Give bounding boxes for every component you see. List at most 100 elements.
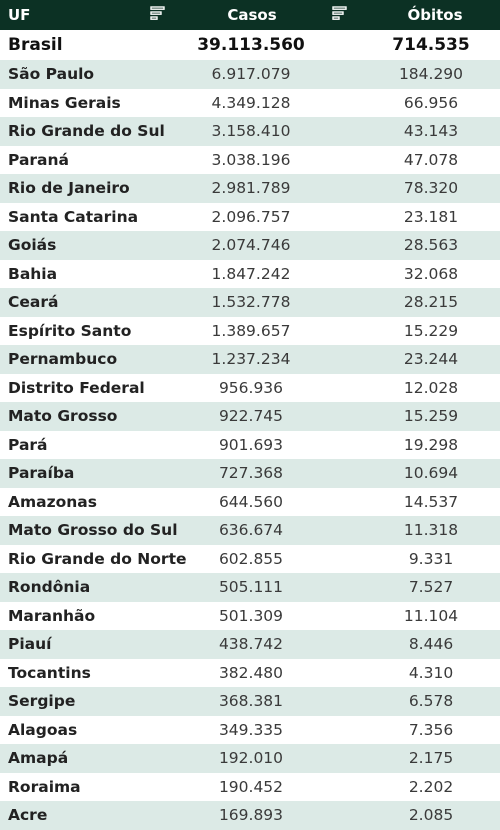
row-uf: São Paulo <box>8 65 95 83</box>
row-obitos: 78.320 <box>403 179 459 197</box>
row-casos: 438.742 <box>218 635 284 653</box>
row-casos: 3.158.410 <box>211 122 291 140</box>
row-casos: 190.452 <box>218 777 284 796</box>
row-obitos: 184.290 <box>398 65 464 83</box>
table-row: Pará 901.693 19.298 <box>0 430 500 459</box>
row-casos: 3.038.196 <box>211 150 291 169</box>
row-obitos: 4.310 <box>408 663 454 682</box>
row-obitos: 66.956 <box>403 93 459 112</box>
row-obitos: 2.202 <box>408 777 454 796</box>
sort-filter-icon[interactable] <box>150 6 168 24</box>
table-row: Amazonas 644.560 14.537 <box>0 487 500 516</box>
row-uf: Rondônia <box>8 578 91 596</box>
column-header-obitos[interactable]: Óbitos <box>407 6 463 24</box>
table-row: Paraná 3.038.196 47.078 <box>0 145 500 174</box>
row-obitos: 8.446 <box>408 635 454 653</box>
row-uf: Pernambuco <box>8 350 118 368</box>
table-body: Brasil 39.113.560 714.535 São Paulo 6.917… <box>0 30 500 830</box>
row-casos: 2.074.746 <box>211 236 291 254</box>
table-row: Bahia 1.847.242 32.068 <box>0 259 500 288</box>
table-row: Acre 169.893 2.085 <box>0 801 500 830</box>
row-uf: Tocantins <box>8 663 91 682</box>
row-uf: Mato Grosso <box>8 407 118 425</box>
table-row: Minas Gerais 4.349.128 66.956 <box>0 88 500 117</box>
row-uf: Paraná <box>8 150 70 169</box>
row-uf: Santa Catarina <box>8 207 139 226</box>
row-uf: Distrito Federal <box>8 378 145 397</box>
table-row: Rio Grande do Norte 602.855 9.331 <box>0 544 500 573</box>
row-casos: 39.113.560 <box>197 35 305 55</box>
row-uf: Mato Grosso do Sul <box>8 521 178 539</box>
row-obitos: 7.527 <box>408 578 454 596</box>
row-uf: Amazonas <box>8 492 97 511</box>
table-row: Distrito Federal 956.936 12.028 <box>0 373 500 402</box>
row-casos: 922.745 <box>218 407 284 425</box>
row-uf: Piauí <box>8 635 52 653</box>
row-obitos: 19.298 <box>403 435 459 454</box>
row-obitos: 32.068 <box>403 264 459 283</box>
table-row: Tocantins 382.480 4.310 <box>0 658 500 687</box>
row-uf: Brasil <box>8 35 63 55</box>
column-header-casos[interactable]: Casos <box>227 6 277 24</box>
row-obitos: 28.215 <box>403 293 459 311</box>
sort-filter-icon[interactable] <box>332 6 350 24</box>
row-casos: 382.480 <box>218 663 284 682</box>
row-obitos: 47.078 <box>403 150 459 169</box>
row-obitos: 15.229 <box>403 321 459 340</box>
table-row: Alagoas 349.335 7.356 <box>0 715 500 744</box>
row-casos: 1.237.234 <box>211 350 291 368</box>
row-uf: Espírito Santo <box>8 321 132 340</box>
row-casos: 1.847.242 <box>211 264 291 283</box>
row-obitos: 14.537 <box>403 492 459 511</box>
row-obitos: 23.181 <box>403 207 459 226</box>
row-uf: Amapá <box>8 749 69 767</box>
row-casos: 1.389.657 <box>211 321 291 340</box>
row-casos: 727.368 <box>218 464 284 482</box>
row-uf: Maranhão <box>8 606 96 625</box>
row-casos: 956.936 <box>218 378 284 397</box>
row-uf: Paraíba <box>8 464 75 482</box>
table-row: Espírito Santo 1.389.657 15.229 <box>0 316 500 345</box>
row-uf: Sergipe <box>8 692 76 710</box>
row-casos: 1.532.778 <box>211 293 291 311</box>
table-row: Maranhão 501.309 11.104 <box>0 601 500 630</box>
row-casos: 2.096.757 <box>211 207 291 226</box>
row-uf: Ceará <box>8 293 59 311</box>
column-header-uf[interactable]: UF <box>8 6 31 24</box>
table-row: Rondônia 505.111 7.527 <box>0 573 500 602</box>
table-row: Mato Grosso do Sul 636.674 11.318 <box>0 516 500 545</box>
row-uf: Rio Grande do Sul <box>8 122 165 140</box>
row-obitos: 11.318 <box>403 521 459 539</box>
row-casos: 901.693 <box>218 435 284 454</box>
table-row: Paraíba 727.368 10.694 <box>0 459 500 488</box>
row-uf: Bahia <box>8 264 58 283</box>
row-obitos: 23.244 <box>403 350 459 368</box>
row-uf: Pará <box>8 435 48 454</box>
row-obitos: 43.143 <box>403 122 459 140</box>
row-obitos: 2.085 <box>408 806 454 824</box>
row-casos: 602.855 <box>218 549 284 568</box>
row-obitos: 6.578 <box>408 692 454 710</box>
table-row: Pernambuco 1.237.234 23.244 <box>0 345 500 374</box>
row-casos: 349.335 <box>218 720 284 739</box>
row-obitos: 2.175 <box>408 749 454 767</box>
row-obitos: 10.694 <box>403 464 459 482</box>
row-obitos: 15.259 <box>403 407 459 425</box>
row-uf: Roraima <box>8 777 81 796</box>
row-casos: 2.981.789 <box>211 179 291 197</box>
row-obitos: 714.535 <box>392 35 470 55</box>
row-casos: 192.010 <box>218 749 284 767</box>
row-uf: Minas Gerais <box>8 93 121 112</box>
table-row-total: Brasil 39.113.560 714.535 <box>0 30 500 60</box>
table-row: Rio de Janeiro 2.981.789 78.320 <box>0 174 500 203</box>
row-casos: 368.381 <box>218 692 284 710</box>
row-uf: Rio Grande do Norte <box>8 549 187 568</box>
table-row: Ceará 1.532.778 28.215 <box>0 288 500 317</box>
row-casos: 505.111 <box>218 578 284 596</box>
table-row: Rio Grande do Sul 3.158.410 43.143 <box>0 117 500 146</box>
table-row: Mato Grosso 922.745 15.259 <box>0 402 500 431</box>
table-header: UF Casos Óbitos <box>0 0 500 30</box>
table-row: Goiás 2.074.746 28.563 <box>0 231 500 260</box>
row-obitos: 28.563 <box>403 236 459 254</box>
